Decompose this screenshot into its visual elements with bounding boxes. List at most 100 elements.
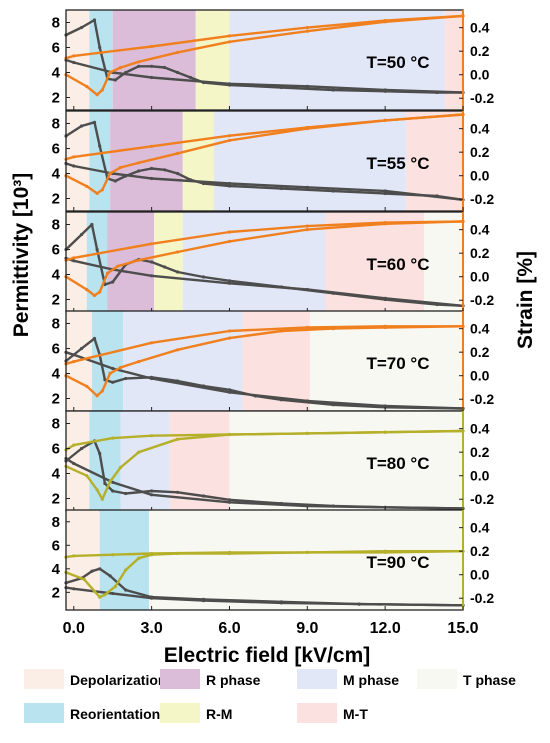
left-tick-label: 8 <box>52 416 60 433</box>
data-point <box>92 18 97 22</box>
data-point <box>118 165 123 170</box>
x-axis-label: Electric field [kV/cm] <box>164 644 371 667</box>
right-tick-label: 0.2 <box>470 144 490 160</box>
data-point <box>150 166 154 171</box>
data-point <box>137 556 141 560</box>
data-point <box>305 224 309 228</box>
data-point <box>82 577 86 582</box>
data-point <box>72 164 76 168</box>
data-point <box>305 26 309 30</box>
data-point <box>108 171 112 175</box>
data-point <box>95 394 99 398</box>
left-tick-label: 6 <box>52 242 60 259</box>
panel-3: 2 4 6 8 -0.2 0.0 0.2 0.4 T=60 °C <box>52 211 494 313</box>
data-point <box>118 66 123 70</box>
data-point <box>227 388 232 392</box>
left-tick-label: 6 <box>52 537 60 554</box>
data-point <box>137 60 141 64</box>
data-point <box>188 75 193 80</box>
data-point <box>201 494 206 498</box>
data-point <box>137 64 141 68</box>
region-depolarization <box>66 510 100 610</box>
data-point <box>227 34 232 38</box>
legend-item-r-phase: R phase <box>160 669 261 689</box>
data-point <box>72 259 76 263</box>
data-point <box>111 591 115 596</box>
data-point <box>85 84 89 89</box>
data-point <box>105 271 110 275</box>
data-point <box>118 465 123 470</box>
data-point <box>383 88 387 92</box>
right-tick-label: 0.4 <box>470 121 490 137</box>
data-point <box>150 493 154 497</box>
data-point <box>92 336 97 341</box>
left-tick-label: 4 <box>52 366 61 383</box>
right-tick-label: 0.4 <box>470 222 490 238</box>
left-tick-label: 2 <box>52 391 60 408</box>
panel-2: 2 4 6 8 -0.2 0.0 0.2 0.4 T=55 °C <box>52 110 494 212</box>
data-point <box>98 290 102 294</box>
data-point <box>72 587 76 591</box>
data-point <box>100 389 104 393</box>
region-reorientation <box>89 10 113 110</box>
data-point <box>85 184 89 188</box>
data-point <box>92 293 97 298</box>
legend-swatch <box>24 703 64 723</box>
data-point <box>279 85 283 90</box>
region-t-phase <box>424 212 463 312</box>
strain-line-4 <box>64 550 465 559</box>
data-point <box>227 390 232 394</box>
data-point <box>80 346 84 351</box>
left-tick-label: 8 <box>52 15 60 32</box>
data-point <box>95 93 99 97</box>
region-t-phase <box>149 510 463 610</box>
data-point <box>305 550 309 555</box>
right-tick-label: 0.2 <box>470 344 490 360</box>
region-depolarization <box>66 111 90 211</box>
data-point <box>137 169 141 173</box>
data-point <box>150 274 154 278</box>
legend: Depolarization R phase M phase T phase Reori… <box>24 669 516 723</box>
data-point <box>72 353 76 357</box>
x-tick-label: 0.0 <box>63 620 85 637</box>
data-point <box>103 593 107 597</box>
data-point <box>176 348 180 352</box>
data-point <box>108 70 112 74</box>
region-r-phase <box>112 10 196 110</box>
temperature-annotation: T=80 °C <box>366 454 429 473</box>
data-point <box>227 230 232 234</box>
left-tick-label: 6 <box>52 40 60 57</box>
data-point <box>163 168 167 172</box>
data-point <box>98 45 102 50</box>
data-point <box>176 50 180 55</box>
left-tick-label: 8 <box>52 316 60 333</box>
data-point <box>72 60 76 65</box>
data-point <box>92 589 97 593</box>
data-point <box>111 553 115 557</box>
panel-6: 2 4 6 8 -0.2 0.0 0.2 0.4 T=90 °C <box>52 509 494 611</box>
data-point <box>111 366 115 371</box>
data-point <box>150 44 154 49</box>
x-tick-label: 3.0 <box>141 620 163 637</box>
data-point <box>98 567 102 571</box>
panel-5: 2 4 6 8 -0.2 0.0 0.2 0.4 T=80 °C <box>52 410 494 512</box>
left-tick-label: 6 <box>52 141 60 158</box>
permittivity-line-2 <box>64 162 465 202</box>
data-point <box>95 488 99 492</box>
legend-item-reorientation: Reorientation <box>24 703 160 723</box>
data-point <box>383 430 387 434</box>
data-point <box>331 189 335 193</box>
data-point <box>201 599 206 603</box>
x-axis-ticks: 0.0 3.0 6.0 9.0 12.0 15.0 <box>63 620 479 637</box>
data-point <box>150 260 154 264</box>
right-tick-label: -0.2 <box>470 292 494 308</box>
data-point <box>201 275 206 279</box>
data-point <box>85 288 89 292</box>
right-tick-label: 0.4 <box>470 321 490 337</box>
left-tick-label: 2 <box>52 292 60 309</box>
data-point <box>383 118 387 122</box>
data-point <box>227 281 232 285</box>
data-point <box>357 602 361 606</box>
left-tick-label: 6 <box>52 341 60 358</box>
